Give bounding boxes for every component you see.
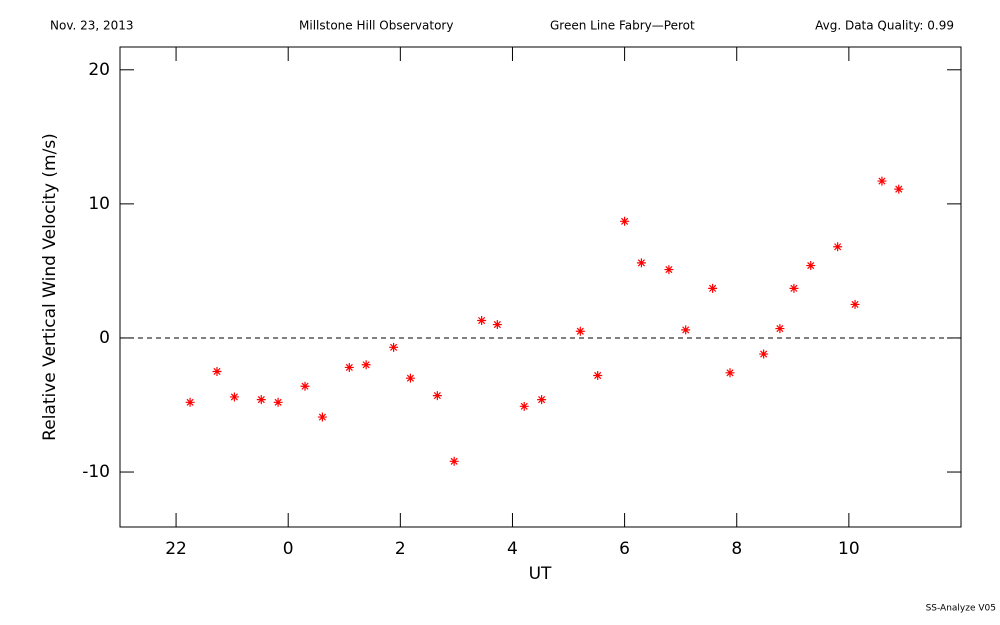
data-point	[432, 391, 442, 401]
data-point	[877, 176, 887, 186]
data-point	[708, 283, 718, 293]
data-point	[492, 320, 502, 330]
data-point	[681, 325, 691, 335]
y-axis-label: Relative Vertical Wind Velocity (m/s)	[40, 133, 60, 441]
data-point	[361, 360, 371, 370]
data-point	[725, 368, 735, 378]
plot-frame	[119, 46, 962, 528]
data-point	[850, 299, 860, 309]
x-tick-label: 22	[165, 539, 187, 559]
data-point	[229, 392, 239, 402]
data-point	[775, 324, 785, 334]
y-tick-label: -10	[82, 462, 110, 482]
data-point	[519, 401, 529, 411]
data-point	[833, 242, 843, 252]
data-point	[636, 258, 646, 268]
footer: SS-Analyze V05	[926, 604, 996, 614]
data-point	[256, 395, 266, 405]
data-point	[789, 283, 799, 293]
data-point	[273, 397, 283, 407]
x-tick-label: 0	[283, 539, 294, 559]
x-tick-label: 8	[731, 539, 742, 559]
data-point	[620, 216, 630, 226]
data-point	[593, 370, 603, 380]
data-point	[405, 373, 415, 383]
date: Nov. 23, 2013	[50, 19, 134, 33]
instrument: Green Line Fabry—Perot	[550, 19, 695, 33]
data-point	[664, 265, 674, 275]
data-point	[537, 395, 547, 405]
data-point	[317, 412, 327, 422]
data-point	[300, 381, 310, 391]
data-point	[449, 456, 459, 466]
data-point	[477, 316, 487, 326]
x-axis-label: UT	[529, 564, 552, 584]
x-tick-label: 4	[507, 539, 518, 559]
data-point	[212, 366, 222, 376]
data-point	[185, 397, 195, 407]
data-point	[894, 184, 904, 194]
y-tick-label: 10	[88, 194, 110, 214]
x-tick-label: 2	[395, 539, 406, 559]
data-point	[759, 349, 769, 359]
x-tick-label: 10	[838, 539, 860, 559]
data-quality: Avg. Data Quality: 0.99	[815, 19, 954, 33]
data-point	[575, 326, 585, 336]
y-tick-label: 20	[88, 60, 110, 80]
data-point	[806, 261, 816, 271]
site: Millstone Hill Observatory	[299, 19, 453, 33]
x-tick-label: 6	[619, 539, 630, 559]
data-point	[389, 342, 399, 352]
y-tick-label: 0	[99, 328, 110, 348]
data-point	[344, 362, 354, 372]
